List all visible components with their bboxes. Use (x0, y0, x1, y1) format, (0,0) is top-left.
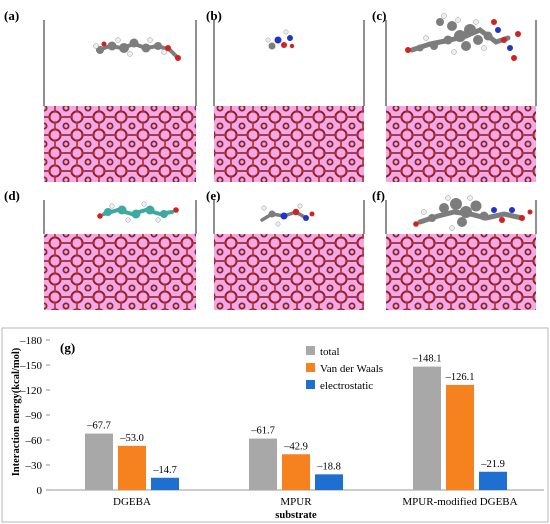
bar-total-1 (85, 433, 113, 490)
bar-total-3 (413, 366, 441, 490)
panel-a-label: (a) (4, 8, 19, 23)
panel-d-label: (d) (4, 188, 20, 203)
panel-b: (b) (206, 8, 365, 182)
bar-total-2 (249, 438, 277, 490)
panel-f: (f) (372, 188, 537, 310)
x-category-label: MPUR (280, 496, 312, 508)
legend-entry: total (320, 346, 340, 358)
y-tick-label: –180 (19, 335, 43, 347)
chart-panel-label: (g) (60, 340, 75, 355)
bar-value-label: –14.7 (152, 465, 177, 476)
bar-electrostatic-1 (151, 477, 179, 490)
bar-van-der-waals-2 (282, 454, 310, 490)
bar-value-label: –53.0 (119, 433, 144, 444)
panel-c: (c) (372, 8, 537, 182)
legend-swatch (306, 346, 315, 355)
bar-value-label: –67.7 (86, 421, 111, 432)
bar-value-label: –126.1 (445, 372, 475, 383)
bar-value-label: –42.9 (283, 441, 308, 452)
y-axis-title: Interaction energy(kcal/mol) (11, 347, 22, 476)
bar-value-label: –61.7 (250, 426, 275, 437)
y-tick-label: 0 (37, 485, 43, 497)
panel-b-label: (b) (206, 8, 222, 23)
bar-van-der-waals-1 (118, 445, 146, 490)
y-tick-label: –60 (25, 435, 43, 447)
y-tick-label: –30 (25, 460, 43, 472)
panel-a-crystal-slab (44, 106, 196, 182)
legend-swatch (306, 380, 315, 389)
legend-swatch (306, 363, 315, 372)
panel-a-dgeba-molecule (93, 37, 181, 61)
bar-electrostatic-3 (479, 471, 507, 490)
panel-e-crystal-slab (214, 234, 364, 310)
panel-e-label: (e) (206, 188, 220, 203)
panel-e-adsorbed-mpur-molecule (260, 203, 315, 227)
bar-data-labels: –67.7 –53.0 –14.7 –61.7 –42.9 –18.8 –148.1–126… (86, 354, 505, 476)
panel-e: (e) (206, 188, 365, 310)
panel-b-crystal-slab (214, 106, 364, 182)
bar-value-label: –148.1 (412, 354, 442, 365)
legend-entry: Van der Waals (320, 363, 383, 375)
bar-electrostatic-2 (315, 474, 343, 490)
x-axis-title: substrate (275, 510, 317, 521)
interaction-energy-bar-chart: (g) 0 –30 –60 –90 –120 –150 –180 –67.7 –53.0 –14… (1, 327, 549, 523)
y-tick-label: –150 (19, 360, 43, 372)
panel-f-label: (f) (372, 188, 385, 203)
panel-a: (a) (4, 8, 197, 182)
x-category-label: DGEBA (113, 496, 151, 508)
bar-van-der-waals-3 (446, 384, 474, 490)
x-axis-category-labels: DGEBA MPUR MPUR-modified DGEBA (113, 496, 518, 508)
chart-legend: total Van der Waals electrostatic (306, 346, 383, 392)
panel-f-adsorbed-mpur-dgeba-molecule (413, 195, 533, 231)
panel-d-adsorbed-dgeba-molecule (97, 201, 179, 223)
panel-c-label: (c) (372, 8, 386, 23)
panel-d: (d) (4, 188, 197, 310)
panel-d-crystal-slab (44, 234, 196, 310)
panel-f-crystal-slab (386, 234, 536, 310)
bar-value-label: –18.8 (316, 461, 341, 472)
bar-value-label: –21.9 (480, 459, 505, 470)
x-category-label: MPUR-modified DGEBA (402, 496, 517, 508)
legend-entry: electrostatic (320, 380, 373, 392)
panel-b-mpur-molecule (265, 29, 295, 50)
panel-c-crystal-slab (386, 106, 536, 182)
y-tick-label: –120 (19, 385, 43, 397)
bars-group (85, 366, 507, 490)
panel-c-mpur-dgeba-molecule (405, 13, 521, 61)
y-axis-ticks: 0 –30 –60 –90 –120 –150 –180 (19, 335, 50, 497)
y-tick-label: –90 (25, 410, 43, 422)
